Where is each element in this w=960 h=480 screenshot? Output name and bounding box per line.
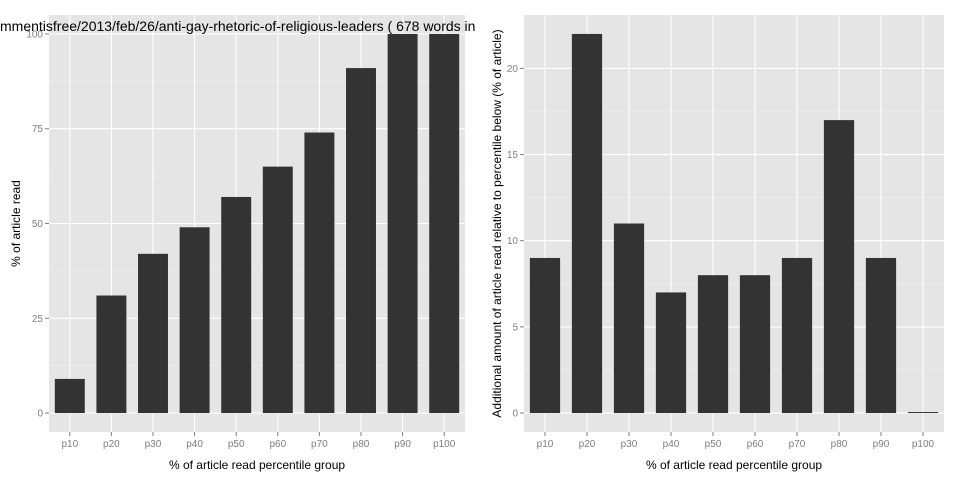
bar-p10	[54, 378, 85, 414]
x-tick-label: p10	[61, 439, 78, 450]
y-tick-label: 50	[32, 219, 44, 230]
y-tick-label: 75	[32, 124, 44, 135]
x-tick-label: p70	[311, 439, 328, 450]
x-tick-label: p50	[228, 439, 245, 450]
y-tick-label: 25	[32, 314, 44, 325]
bar-p20	[96, 295, 127, 414]
x-axis-title: % of article read percentile group	[169, 458, 345, 472]
bar-p40	[179, 227, 210, 414]
x-tick-label: p100	[433, 439, 456, 450]
bar-p30	[138, 253, 168, 414]
y-axis-title: % of article read	[9, 180, 23, 267]
bar-p30	[613, 223, 645, 414]
x-tick-label: p30	[145, 439, 162, 450]
y-tick-label: 0	[37, 409, 43, 420]
chart-panel-1: 0 25 50 75 100 p10 p20 p30 p40 p50 p60 p70 p80 p90 p10…	[0, 15, 475, 472]
bar-p70	[304, 132, 335, 414]
x-tick-label: p40	[663, 439, 680, 450]
x-tick-label: p90	[394, 439, 411, 450]
x-tick-label: p90	[873, 439, 890, 450]
bar-p10	[529, 257, 561, 414]
y-tick-label: 15	[507, 150, 519, 161]
x-tick-label: p40	[186, 439, 203, 450]
x-tick-label: p100	[912, 439, 935, 450]
bar-p80	[346, 68, 376, 414]
chart-panel-2: 0 5 10 15 20 p10 p20 p30 p40 p50 p60 p70 p80 p90 p100%…	[490, 15, 944, 472]
bar-p100	[429, 33, 460, 414]
bar-p100	[907, 412, 939, 414]
x-tick-label: p60	[269, 439, 286, 450]
bar-p20	[571, 33, 603, 414]
x-tick-label: p20	[579, 439, 596, 450]
x-tick-label: p70	[789, 439, 806, 450]
bar-p50	[697, 275, 729, 414]
bar-p40	[655, 292, 687, 414]
chart-title: mmentisfree/2013/feb/26/anti-gay-rhetori…	[0, 18, 475, 34]
x-tick-label: p60	[747, 439, 764, 450]
x-tick-label: p20	[103, 439, 120, 450]
y-tick-label: 20	[507, 64, 519, 75]
bar-p90	[387, 33, 418, 414]
y-tick-label: 10	[507, 236, 519, 247]
x-tick-label: p50	[705, 439, 722, 450]
bar-p60	[262, 166, 293, 414]
x-tick-label: p80	[831, 439, 848, 450]
x-tick-label: p80	[353, 439, 370, 450]
x-tick-label: p30	[621, 439, 638, 450]
x-axis-title: % of article read percentile group	[646, 458, 822, 472]
bar-p70	[781, 257, 813, 414]
bar-p50	[221, 196, 252, 414]
bar-p60	[739, 275, 771, 414]
bar-p90	[865, 257, 897, 414]
bar-p80	[823, 120, 855, 414]
y-axis-title: Additional amount of article read relati…	[490, 29, 504, 417]
y-tick-label: 100	[26, 29, 43, 40]
y-tick-label: 5	[512, 322, 518, 333]
y-tick-label: 0	[512, 409, 518, 420]
x-tick-label: p10	[537, 439, 554, 450]
